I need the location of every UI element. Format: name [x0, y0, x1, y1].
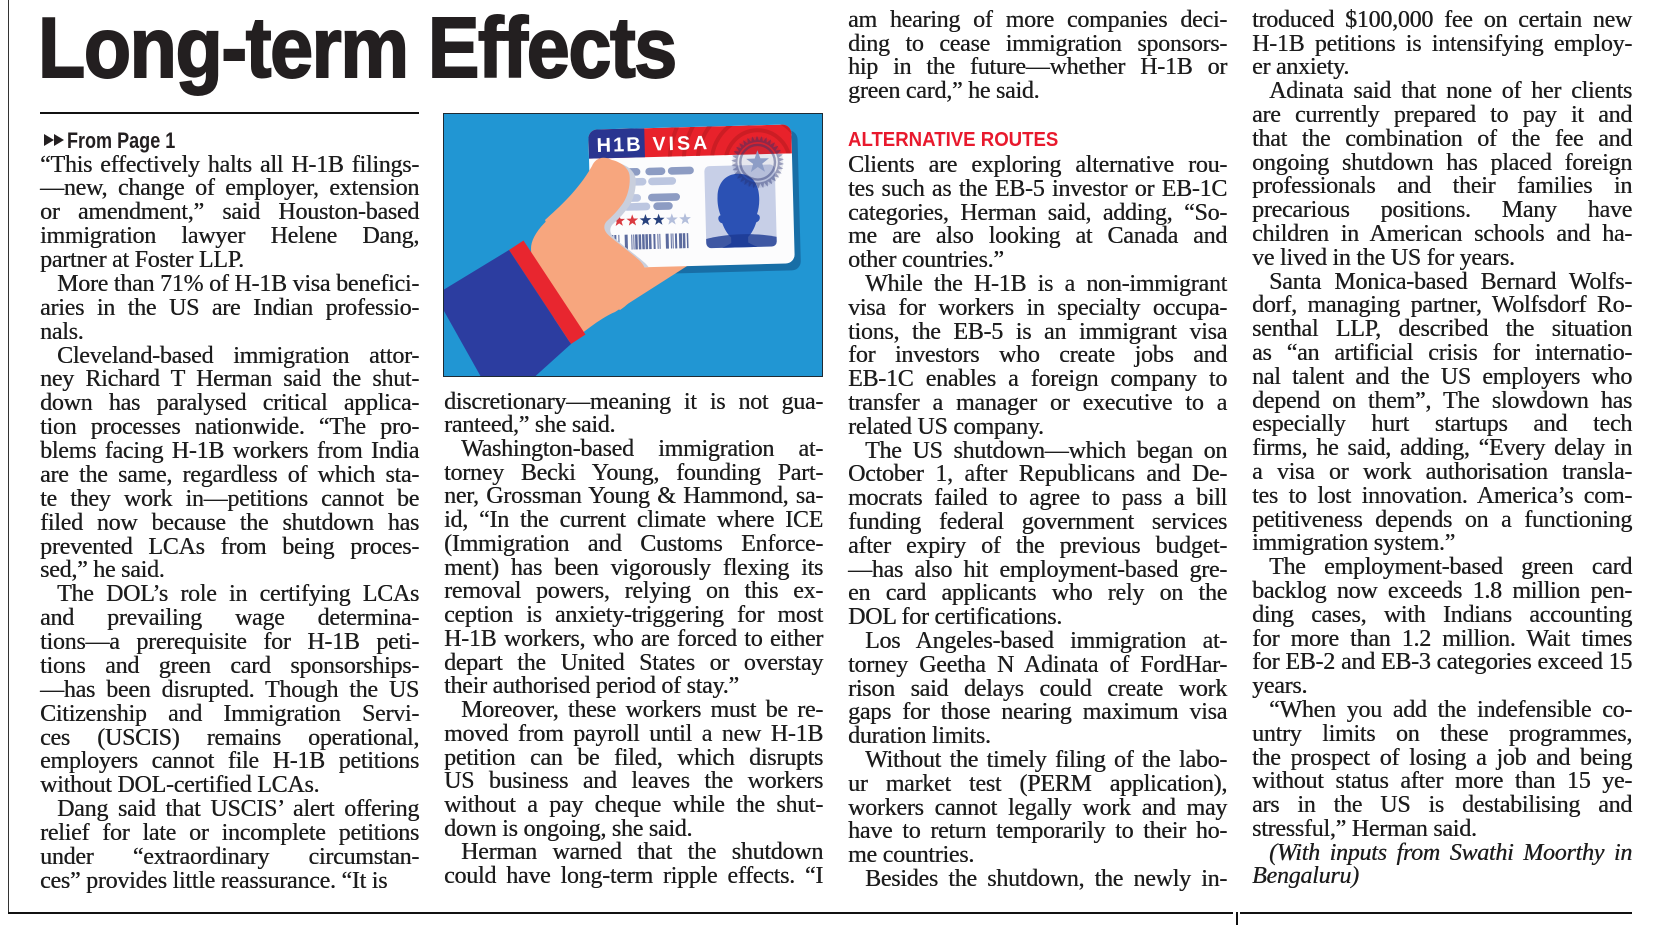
svg-text:VISA: VISA	[652, 132, 710, 155]
svg-text:H1B: H1B	[596, 134, 643, 157]
